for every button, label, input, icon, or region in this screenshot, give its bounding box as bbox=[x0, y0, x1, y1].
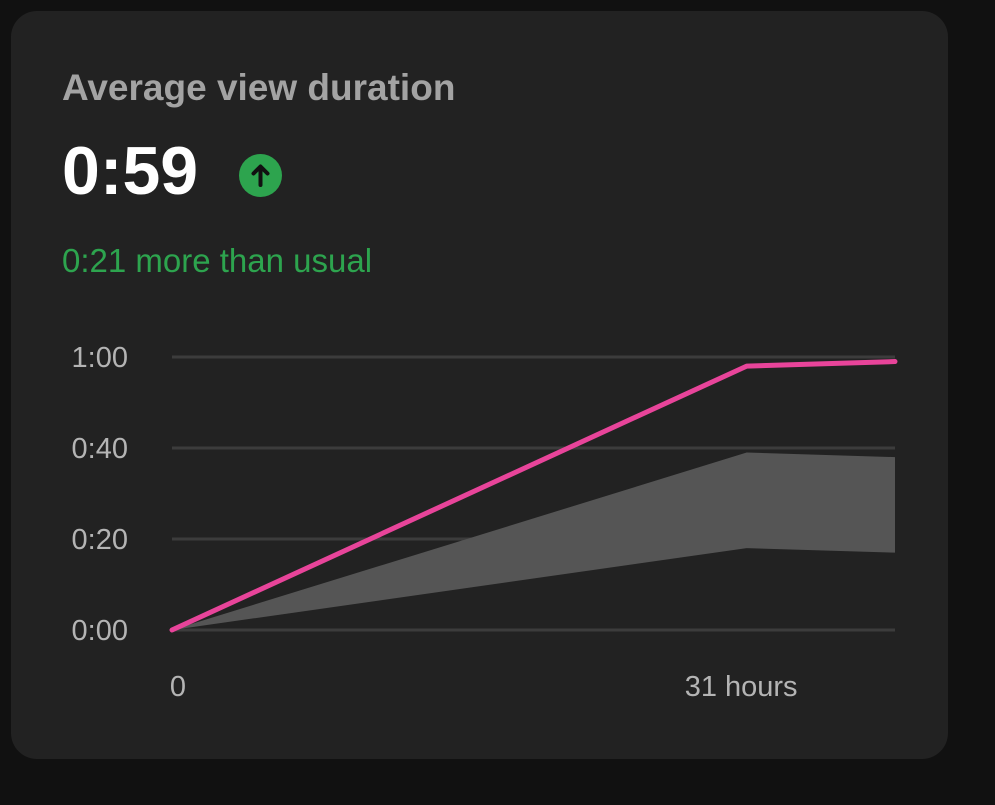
x-axis-labels: 0 31 hours bbox=[170, 671, 798, 703]
y-tick-label-2: 0:40 bbox=[72, 433, 128, 465]
y-tick-label-3: 1:00 bbox=[72, 342, 128, 374]
comparison-text: 0:21 more than usual bbox=[62, 242, 373, 279]
x-tick-label-0: 0 bbox=[170, 671, 186, 703]
y-tick-label-1: 0:20 bbox=[72, 524, 128, 556]
x-tick-label-1: 31 hours bbox=[685, 671, 798, 703]
metric-value: 0:59 bbox=[62, 133, 199, 209]
typical-range-band bbox=[172, 452, 895, 630]
average-view-duration-card[interactable]: Average view duration 0:59 0:21 more tha… bbox=[11, 11, 948, 759]
y-tick-label-0: 0:00 bbox=[72, 615, 128, 647]
arrow-up-circle-icon bbox=[239, 154, 282, 197]
typical-range-area bbox=[172, 452, 895, 630]
card-title: Average view duration bbox=[62, 67, 456, 108]
view-duration-chart: 0:00 0:20 0:40 1:00 0 31 hours bbox=[72, 342, 898, 703]
chart-series bbox=[169, 359, 898, 633]
y-axis-labels: 0:00 0:20 0:40 1:00 bbox=[72, 342, 128, 647]
series-line-0 bbox=[169, 359, 898, 633]
